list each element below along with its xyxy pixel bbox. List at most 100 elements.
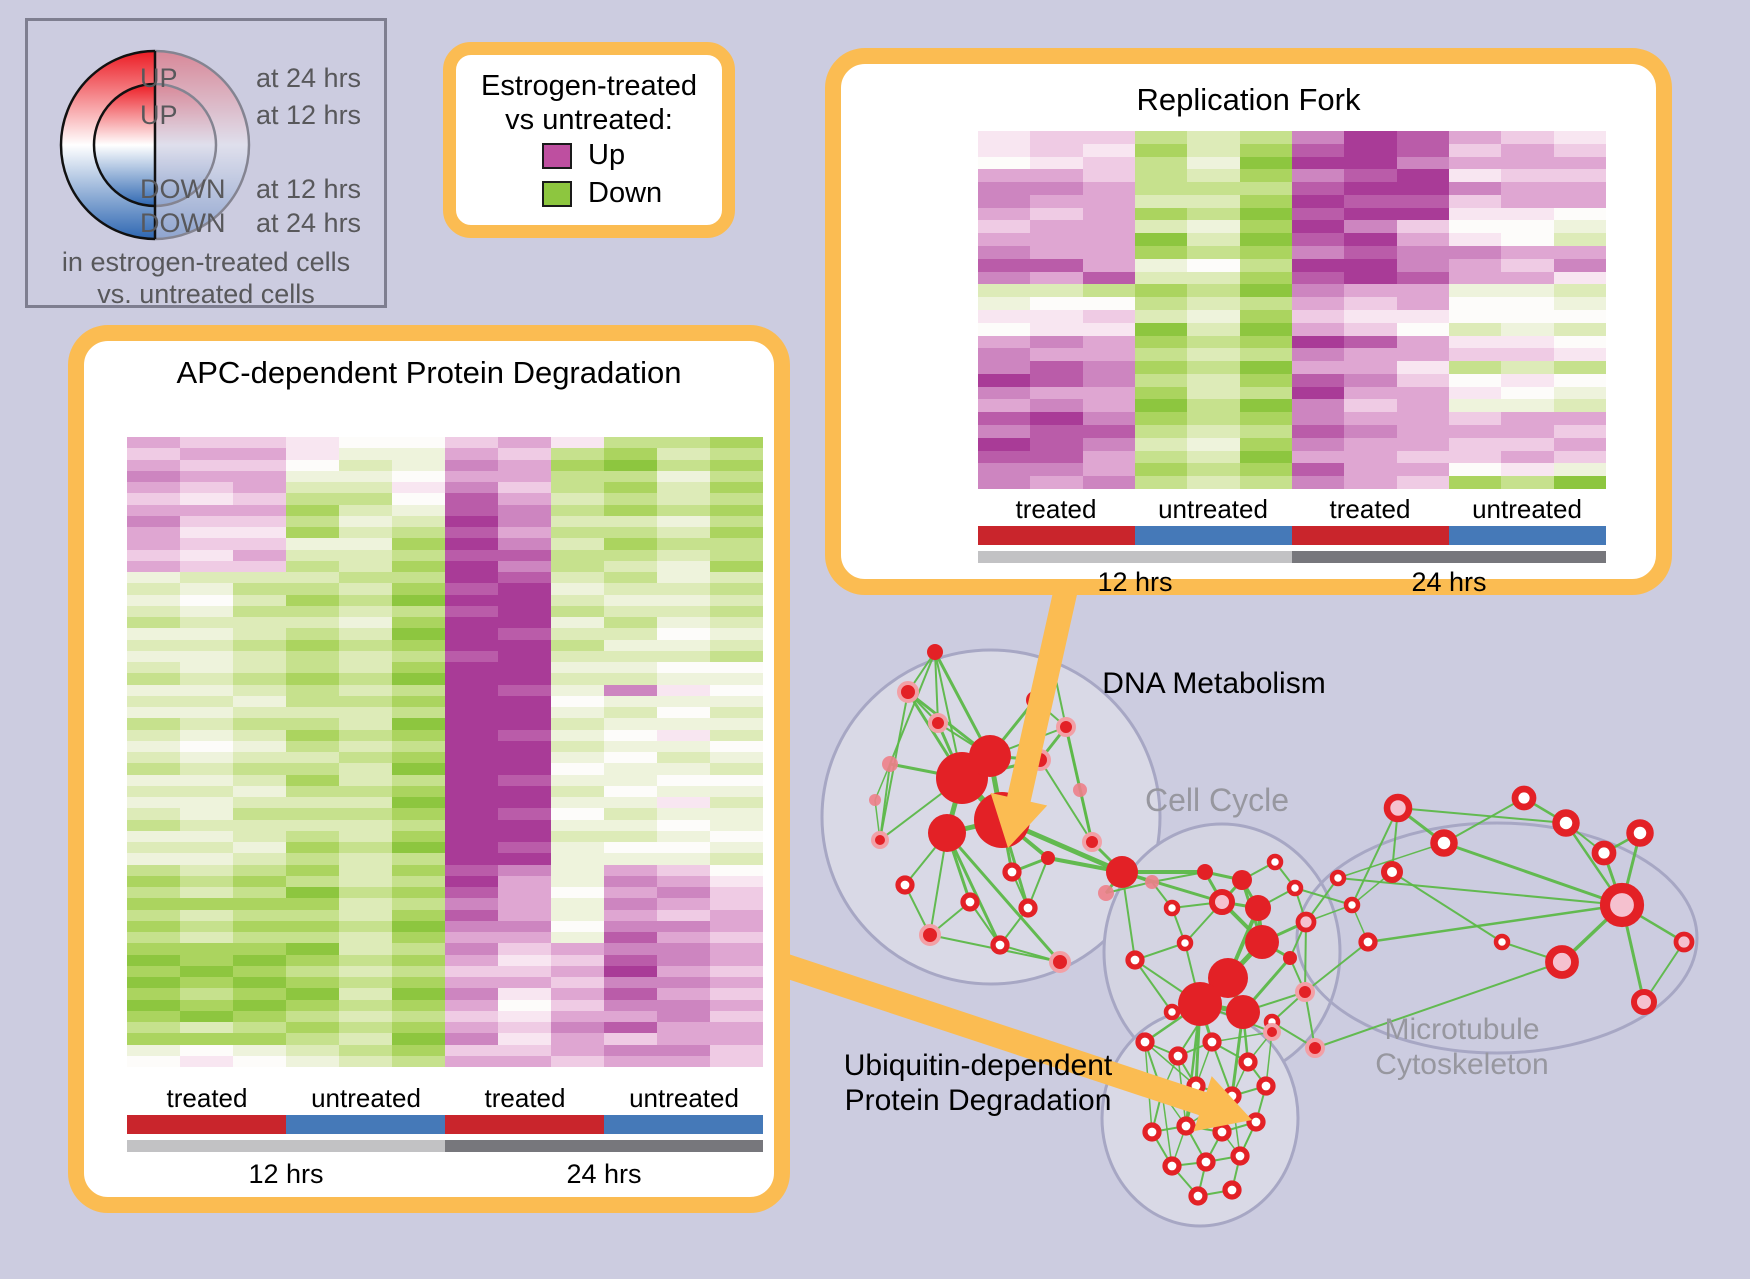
heatmap-row xyxy=(127,707,763,719)
gene-node[interactable] xyxy=(869,794,881,806)
heatmap-cell xyxy=(392,830,445,842)
gene-node[interactable] xyxy=(1295,911,1317,933)
gene-node[interactable] xyxy=(1209,889,1235,915)
gene-node[interactable] xyxy=(960,892,980,912)
gene-node[interactable] xyxy=(1212,1122,1232,1142)
heatmap-cell xyxy=(710,842,763,854)
gene-node[interactable] xyxy=(1631,989,1657,1015)
heatmap-cell xyxy=(657,527,710,539)
gene-node[interactable] xyxy=(1208,958,1248,998)
gene-node[interactable] xyxy=(1246,1112,1266,1132)
gene-node[interactable] xyxy=(969,735,1011,777)
gene-node[interactable] xyxy=(1098,885,1114,901)
gene-node[interactable] xyxy=(927,644,943,660)
gene-node[interactable] xyxy=(1106,856,1138,888)
gene-node[interactable] xyxy=(1673,931,1695,953)
gene-node[interactable] xyxy=(1381,861,1403,883)
gene-node[interactable] xyxy=(1329,869,1347,887)
gene-node[interactable] xyxy=(1041,851,1055,865)
gene-node[interactable] xyxy=(1295,982,1315,1002)
gene-node[interactable] xyxy=(1266,853,1284,871)
heatmap-cell xyxy=(710,887,763,899)
gene-node[interactable] xyxy=(928,814,966,852)
gene-node[interactable] xyxy=(1176,1116,1196,1136)
gene-node[interactable] xyxy=(1343,896,1361,914)
heatmap-cell xyxy=(180,470,233,482)
gene-node[interactable] xyxy=(1286,879,1304,897)
gene-node[interactable] xyxy=(1202,1032,1222,1052)
gene-node[interactable] xyxy=(1145,875,1159,889)
heatmap-cell xyxy=(339,819,392,831)
heatmap-cell xyxy=(1291,309,1345,323)
heatmap-cell xyxy=(657,583,710,595)
gene-node[interactable] xyxy=(1358,932,1378,952)
gene-node[interactable] xyxy=(1626,819,1654,847)
heatmap-cell xyxy=(1082,361,1135,374)
gene-node[interactable] xyxy=(1599,882,1645,928)
gene-node[interactable] xyxy=(1018,898,1038,918)
gene-node[interactable] xyxy=(1245,895,1271,921)
gene-node[interactable] xyxy=(1222,1180,1242,1200)
gene-node[interactable] xyxy=(928,713,948,733)
gene-node[interactable] xyxy=(1163,1003,1181,1021)
gene-node[interactable] xyxy=(1178,982,1222,1026)
heatmap-cell xyxy=(604,864,657,876)
gene-node[interactable] xyxy=(919,924,941,946)
gene-node[interactable] xyxy=(1168,1046,1188,1066)
gene-node[interactable] xyxy=(1135,1032,1155,1052)
heatmap-cell xyxy=(551,673,604,685)
heatmap-cell xyxy=(392,662,445,674)
heatmap-cell xyxy=(1030,297,1083,310)
gene-node[interactable] xyxy=(1545,945,1579,979)
heatmap-cell xyxy=(1134,284,1188,298)
heatmap-cell xyxy=(1082,297,1135,310)
gene-node[interactable] xyxy=(1188,1186,1208,1206)
heatmap-row xyxy=(978,373,1606,387)
heatmap-cell xyxy=(498,594,551,606)
gene-node[interactable] xyxy=(1552,809,1580,837)
gene-node[interactable] xyxy=(1493,933,1511,951)
heatmap-cell xyxy=(1134,437,1188,451)
heatmap-cell xyxy=(1396,271,1449,285)
gene-node[interactable] xyxy=(1196,1152,1216,1172)
legend-down-12-time: at 12 hrs xyxy=(256,174,362,204)
gene-node[interactable] xyxy=(1073,783,1087,797)
gene-node[interactable] xyxy=(1049,951,1071,973)
gene-node[interactable] xyxy=(1591,840,1617,866)
gene-node[interactable] xyxy=(1232,870,1252,890)
heatmap-cell xyxy=(180,797,233,809)
gene-node[interactable] xyxy=(1263,1023,1281,1041)
gene-node[interactable] xyxy=(897,681,919,703)
gene-node[interactable] xyxy=(1256,1076,1276,1096)
gene-node[interactable] xyxy=(871,831,889,849)
gene-node[interactable] xyxy=(1056,717,1076,737)
gene-node[interactable] xyxy=(1082,832,1102,852)
gene-node[interactable] xyxy=(1283,951,1297,965)
gene-node[interactable] xyxy=(990,935,1010,955)
gene-node[interactable] xyxy=(1002,862,1022,882)
gene-node[interactable] xyxy=(1163,899,1181,917)
gene-node[interactable] xyxy=(1125,950,1145,970)
heatmap-cell xyxy=(710,830,763,842)
heatmap-cell xyxy=(339,448,392,460)
gene-node[interactable] xyxy=(1383,793,1413,823)
heatmap-cell xyxy=(978,450,1031,464)
gene-node[interactable] xyxy=(1305,1038,1325,1058)
heatmap-cell xyxy=(180,999,233,1011)
gene-node[interactable] xyxy=(882,756,898,772)
heatmap-cell xyxy=(710,932,763,944)
gene-node[interactable] xyxy=(1226,995,1260,1029)
gene-node[interactable] xyxy=(1162,1156,1182,1176)
gene-node[interactable] xyxy=(1245,925,1279,959)
gene-node[interactable] xyxy=(1430,829,1458,857)
heatmap-cell xyxy=(1187,437,1240,451)
gene-node[interactable] xyxy=(1197,864,1213,880)
gene-node[interactable] xyxy=(1230,1146,1250,1166)
heatmap-cell xyxy=(1344,437,1397,451)
heatmap-cell xyxy=(1082,450,1135,464)
gene-node[interactable] xyxy=(895,875,915,895)
gene-node[interactable] xyxy=(1511,785,1537,811)
gene-node[interactable] xyxy=(1176,934,1194,952)
gene-node[interactable] xyxy=(1142,1122,1162,1142)
gene-node[interactable] xyxy=(1238,1052,1258,1072)
